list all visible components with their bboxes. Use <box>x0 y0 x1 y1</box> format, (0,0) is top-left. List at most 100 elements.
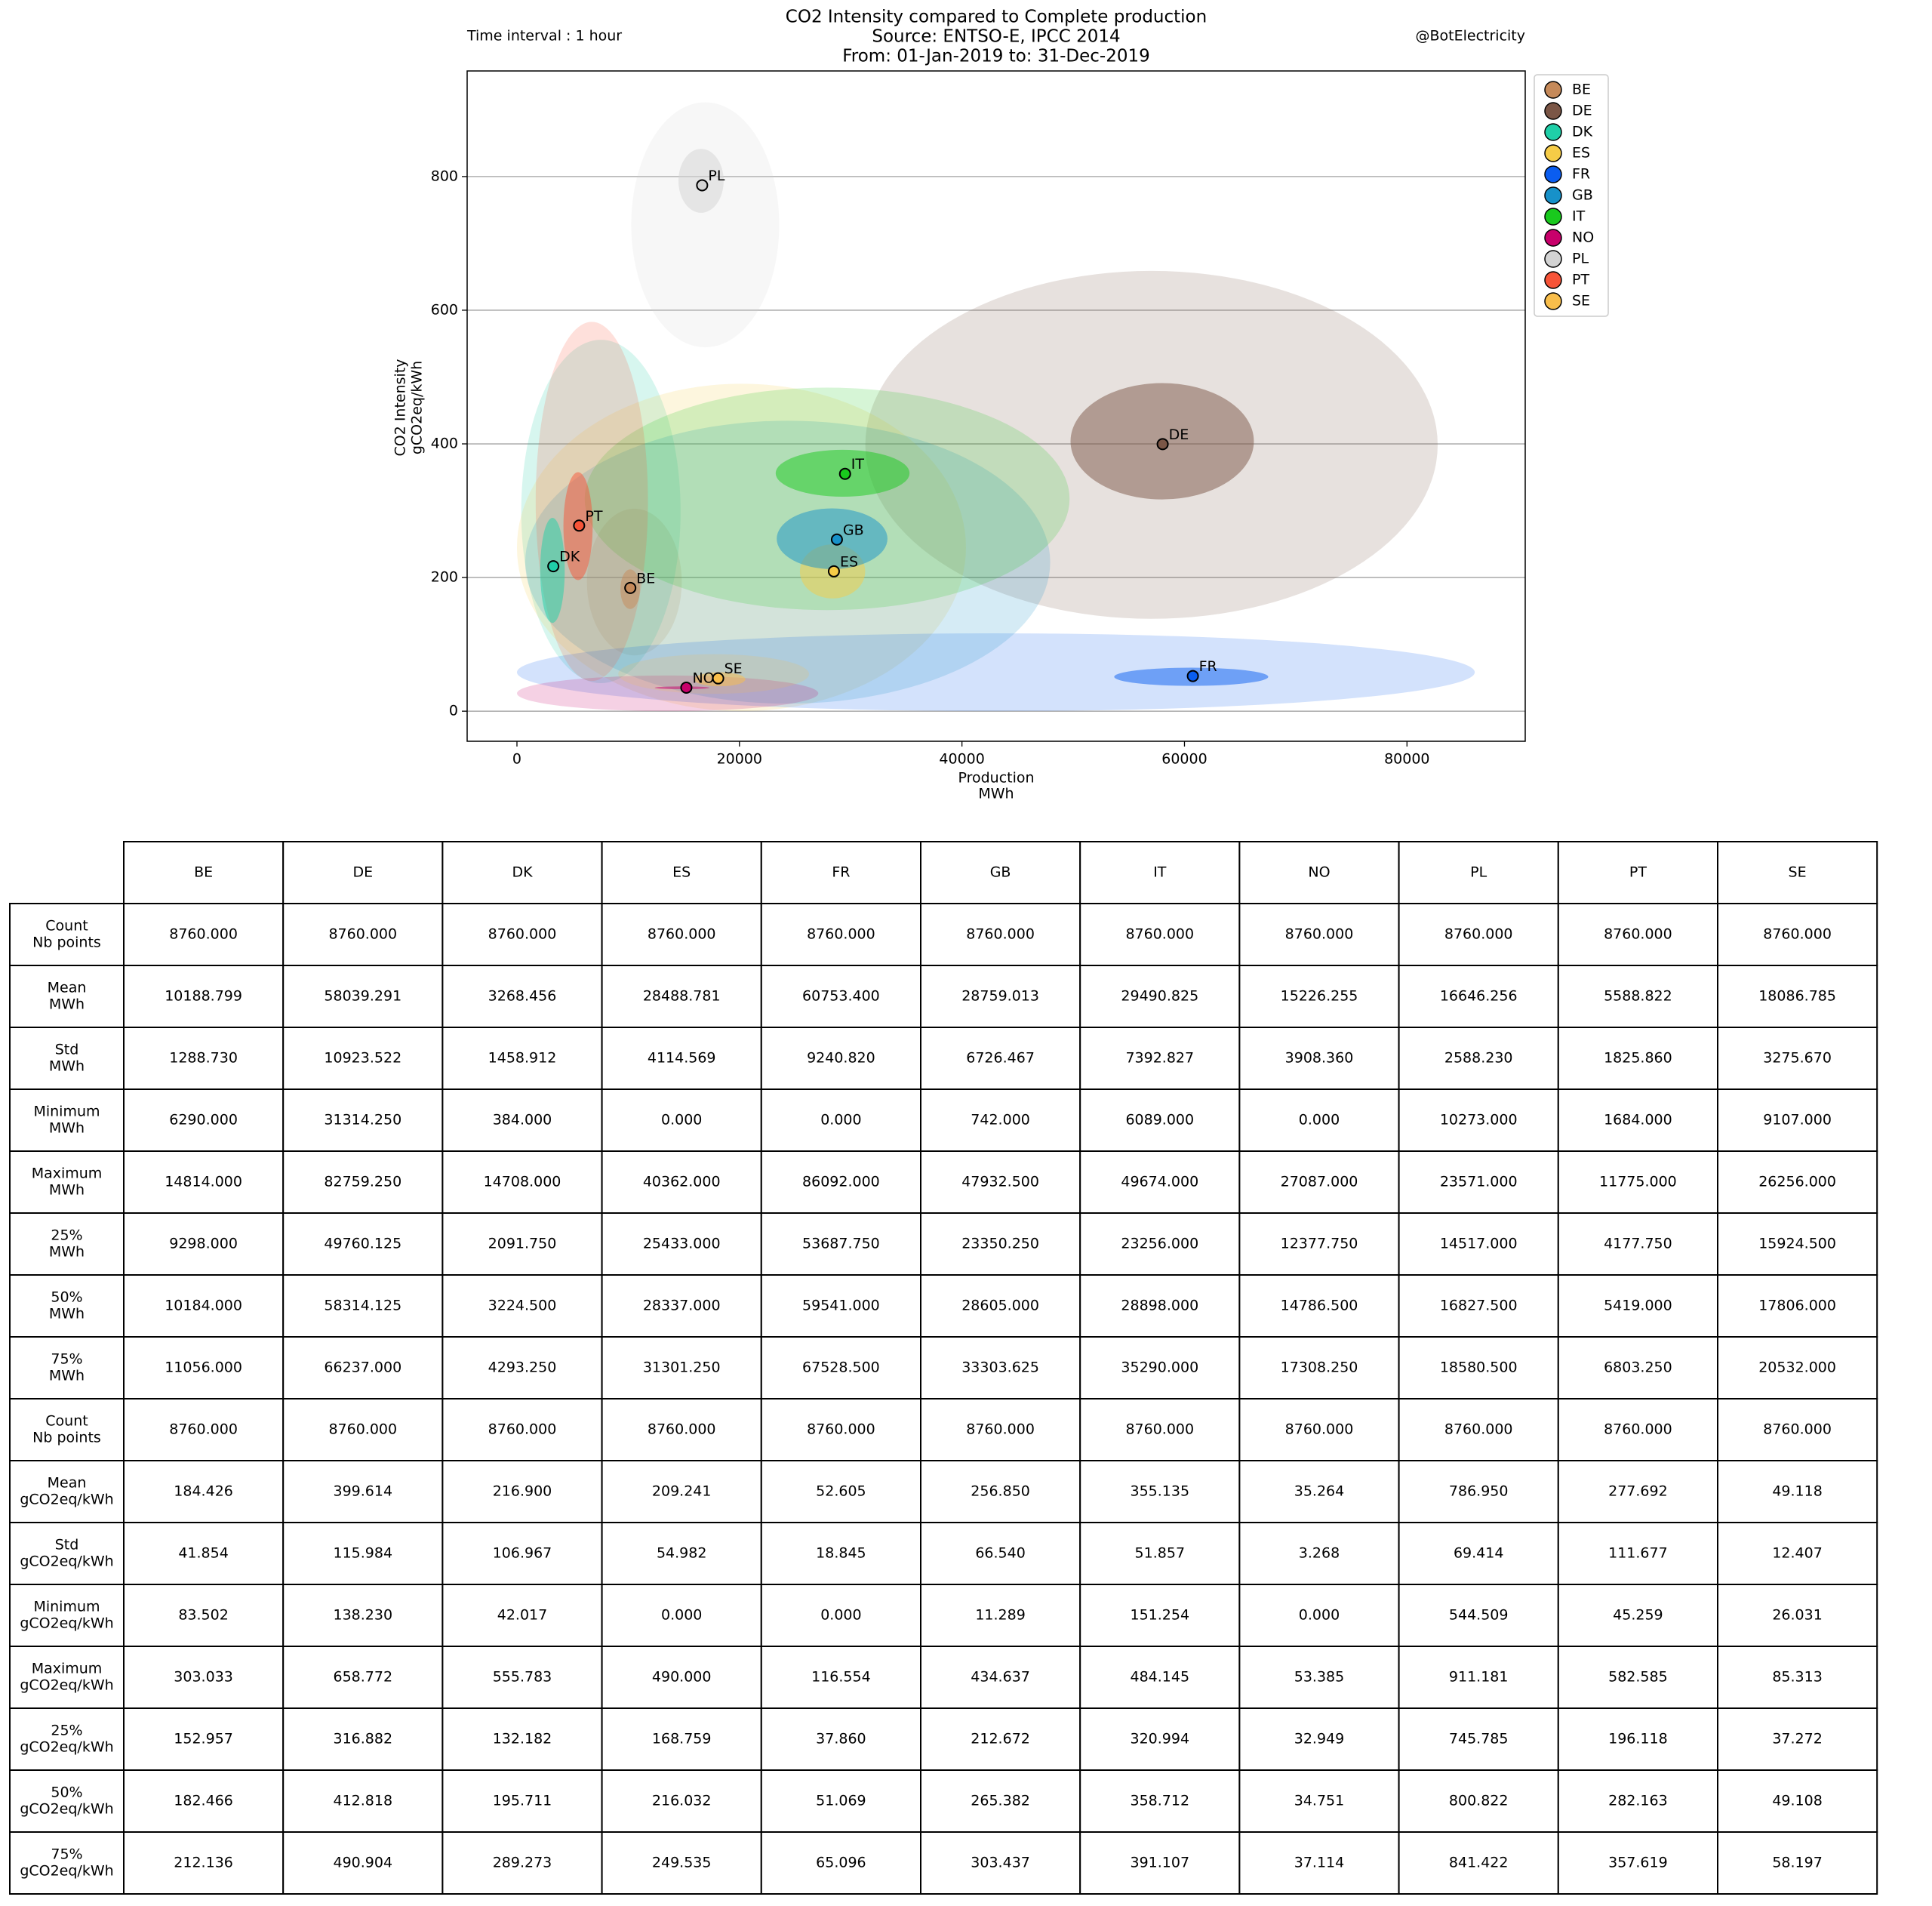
table-cell <box>1079 1522 1241 1585</box>
point-label: FR <box>1199 658 1217 675</box>
cell-value: 17308.250 <box>1281 1359 1358 1376</box>
table-cell <box>441 1274 603 1338</box>
row-label: Minimum <box>33 1104 100 1120</box>
cell-value: 3268.456 <box>488 988 557 1005</box>
row-label-cell <box>9 1027 125 1090</box>
x-tick-label: 80000 <box>1384 751 1429 768</box>
cell-value: 0.000 <box>820 1607 861 1624</box>
table-cell <box>1557 1398 1719 1461</box>
point-label: SE <box>724 660 743 677</box>
cell-value: 5419.000 <box>1604 1298 1672 1314</box>
row-label-cell <box>9 1769 125 1833</box>
cell-value: 28605.000 <box>961 1298 1039 1314</box>
table-cell <box>1717 965 1878 1028</box>
cell-value: 2588.230 <box>1444 1050 1513 1067</box>
x-axis-label: Production <box>958 770 1034 787</box>
cell-value: 8760.000 <box>488 1421 557 1438</box>
cell-value: 8760.000 <box>1444 926 1513 943</box>
cell-value: 490.000 <box>652 1669 712 1686</box>
row-label: Std <box>55 1042 79 1058</box>
cell-value: 786.950 <box>1449 1483 1509 1500</box>
table-cell <box>441 1212 603 1276</box>
cell-value: 841.422 <box>1449 1855 1509 1871</box>
row-label: Count <box>45 918 88 935</box>
cell-value: 209.241 <box>652 1483 712 1500</box>
cell-value: 582.585 <box>1608 1669 1668 1686</box>
table-cell <box>1557 1584 1719 1647</box>
plot-frame <box>466 70 1526 742</box>
row-label: Std <box>55 1537 79 1553</box>
cell-value: 3275.670 <box>1763 1050 1832 1067</box>
table-cell <box>123 1027 285 1090</box>
cell-value: 40362.000 <box>643 1174 721 1190</box>
legend-marker <box>1544 144 1562 162</box>
cell-value: 10923.522 <box>324 1050 401 1067</box>
header-cell <box>1398 841 1559 904</box>
cell-value: 277.692 <box>1608 1483 1668 1500</box>
row-label-cell <box>9 1336 125 1399</box>
cell-value: 8760.000 <box>966 926 1035 943</box>
table-cell <box>1079 1274 1241 1338</box>
cell-value: 0.000 <box>1299 1607 1340 1624</box>
cell-value: 320.994 <box>1131 1731 1190 1747</box>
cell-value: 184.426 <box>174 1483 233 1500</box>
legend-label: PT <box>1572 272 1589 288</box>
cell-value: 3908.360 <box>1285 1050 1354 1067</box>
table-cell <box>1717 1460 1878 1523</box>
y-axis-label: gCO2eq/kWh <box>409 361 426 454</box>
table-cell <box>1717 1150 1878 1214</box>
table-cell <box>601 1088 762 1152</box>
cell-value: 152.957 <box>174 1731 233 1747</box>
header-cell <box>1557 841 1719 904</box>
cell-value: 212.672 <box>971 1731 1030 1747</box>
cell-value: 303.437 <box>971 1855 1030 1871</box>
cell-value: 58314.125 <box>324 1298 401 1314</box>
row-label: MWh <box>49 1120 85 1137</box>
table-cell <box>1717 1769 1878 1833</box>
mean-point <box>547 560 560 573</box>
table-cell <box>282 1831 444 1895</box>
cell-value: 82759.250 <box>324 1174 401 1190</box>
row-label-cell <box>9 1150 125 1214</box>
table-cell <box>282 1584 444 1647</box>
cell-value: 196.118 <box>1608 1731 1668 1747</box>
y-tick-label: 0 <box>449 703 458 719</box>
cell-value: 1288.730 <box>169 1050 238 1067</box>
point-label: PL <box>708 168 724 184</box>
table-cell <box>441 903 603 966</box>
table-cell <box>1079 903 1241 966</box>
x-tick-label: 20000 <box>717 751 762 768</box>
y-tick-label: 200 <box>431 569 458 586</box>
cell-value: 7392.827 <box>1125 1050 1194 1067</box>
table-cell <box>123 1150 285 1214</box>
cell-value: 10273.000 <box>1440 1112 1518 1129</box>
cell-value: 265.382 <box>971 1793 1030 1809</box>
cell-value: 59541.000 <box>802 1298 880 1314</box>
mean-point <box>624 581 637 594</box>
table-cell <box>1238 1150 1400 1214</box>
cell-value: 10188.799 <box>165 988 242 1005</box>
table-cell <box>1557 1150 1719 1214</box>
table-cell <box>1557 965 1719 1028</box>
point-label: DE <box>1169 426 1189 443</box>
table-cell <box>760 903 921 966</box>
cell-value: 195.711 <box>493 1793 552 1809</box>
cell-value: 212.136 <box>174 1855 233 1871</box>
cell-value: 412.818 <box>334 1793 393 1809</box>
cell-value: 0.000 <box>661 1607 702 1624</box>
table-cell <box>282 1027 444 1090</box>
cell-value: 9107.000 <box>1763 1112 1832 1129</box>
cell-value: 0.000 <box>820 1112 861 1129</box>
point-label: BE <box>636 570 655 587</box>
row-label-cell <box>9 1460 125 1523</box>
row-label: MWh <box>49 1368 85 1384</box>
table-cell <box>282 1336 444 1399</box>
cell-value: 8760.000 <box>169 926 238 943</box>
row-label: gCO2eq/kWh <box>20 1677 113 1694</box>
cell-value: 3.268 <box>1299 1545 1340 1562</box>
table-cell <box>1557 1212 1719 1276</box>
cell-value: 8760.000 <box>648 926 716 943</box>
column-header: IT <box>1153 864 1167 881</box>
cell-value: 8760.000 <box>648 1421 716 1438</box>
column-header: BE <box>194 864 213 881</box>
